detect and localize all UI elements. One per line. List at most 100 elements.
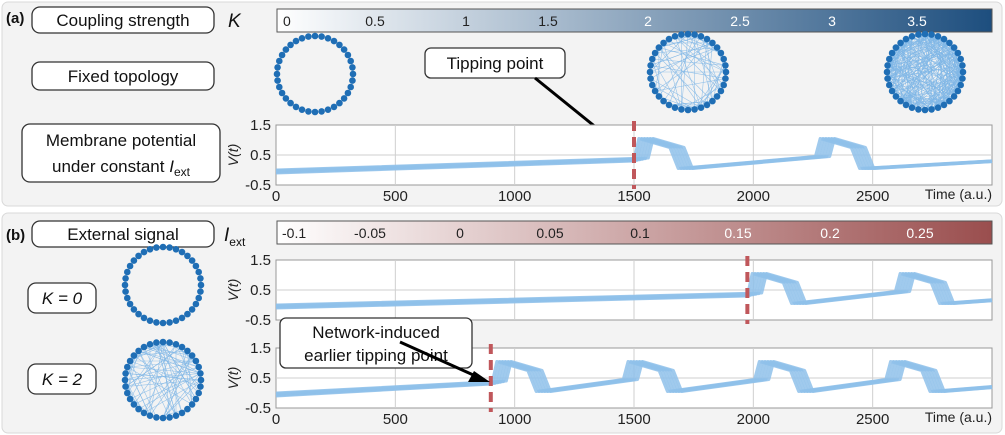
network-node — [278, 89, 286, 97]
x-tick-label: 2000 — [737, 188, 770, 205]
network-node — [184, 405, 191, 413]
network-node — [908, 32, 916, 40]
tipping-point-callout — [424, 47, 566, 79]
network-node — [647, 75, 654, 82]
network-node — [178, 314, 186, 322]
network-node — [957, 55, 965, 63]
colorbar-tick-label: 0.05 — [536, 225, 563, 241]
network-edge — [125, 346, 183, 387]
network-node — [665, 101, 673, 109]
network-node — [122, 288, 129, 295]
network-edge — [663, 38, 708, 102]
network-edge — [887, 38, 945, 66]
network-node — [349, 70, 357, 78]
network-node — [897, 97, 904, 105]
network-edge — [156, 342, 183, 414]
network-edge — [900, 42, 926, 111]
network-edge — [652, 58, 664, 102]
network-node — [153, 319, 160, 326]
network-edge — [895, 36, 939, 48]
network-node — [915, 106, 922, 113]
x-tick-label: 2500 — [856, 411, 889, 428]
network-node — [192, 262, 200, 270]
network-node — [188, 401, 196, 408]
network-node — [159, 319, 167, 327]
network-edge — [674, 36, 727, 73]
network-node — [340, 95, 348, 102]
network-node — [655, 93, 663, 100]
colorbar-tick-label: 1 — [462, 13, 470, 29]
network-node — [950, 44, 958, 51]
network-node — [311, 108, 319, 116]
network-edge — [655, 47, 718, 54]
network-edge — [133, 350, 188, 356]
network-node — [703, 101, 711, 109]
network-node — [287, 41, 294, 49]
network-node — [884, 62, 891, 69]
network-node — [697, 32, 705, 40]
network-edge — [937, 52, 959, 108]
network-edge — [138, 350, 199, 368]
network-edge — [886, 71, 932, 110]
network-edge — [700, 36, 722, 92]
y-tick-label: 0.5 — [250, 147, 271, 164]
network-edge — [138, 350, 177, 416]
network-edge — [129, 360, 201, 387]
network-node — [318, 108, 325, 115]
tipping-point-label: Tipping point — [447, 54, 544, 73]
network-edge — [652, 58, 682, 110]
network-node — [140, 248, 148, 256]
network-edge — [187, 350, 193, 405]
network-node — [902, 35, 910, 43]
network-node — [311, 32, 319, 40]
network-edge — [668, 38, 722, 92]
network-edge — [681, 84, 724, 110]
network-node — [274, 77, 281, 84]
x-axis-label: Time (a.u.) — [925, 186, 992, 202]
network-edge — [905, 47, 955, 106]
x-tick-label: 500 — [383, 411, 408, 428]
network-node — [197, 281, 205, 289]
network-ring-k3-5 — [883, 30, 967, 114]
y-tick-label: 1.5 — [250, 117, 271, 134]
network-node — [298, 106, 306, 114]
network-node — [959, 62, 966, 69]
network-edge — [895, 38, 945, 48]
network-node — [130, 401, 138, 408]
network-edge — [143, 346, 177, 416]
network-node — [123, 363, 131, 371]
network-node — [195, 294, 203, 302]
network-node — [950, 93, 958, 100]
network-node — [292, 37, 300, 45]
network-edge — [931, 71, 964, 110]
earlier-tipping-line2: earlier tipping point — [304, 346, 448, 365]
network-node — [349, 64, 356, 71]
network-node — [344, 51, 352, 59]
network-node — [172, 317, 180, 325]
network-node — [172, 340, 180, 348]
k2-box — [27, 363, 97, 395]
network-node — [946, 97, 953, 105]
network-node — [278, 51, 286, 59]
network-node — [691, 31, 698, 38]
x-tick-label: 1500 — [617, 411, 650, 428]
earlier-tipping-arrow-shaft — [399, 340, 481, 380]
x-tick-label: 0 — [272, 188, 280, 205]
network-edge — [900, 38, 945, 102]
signal-colorbar — [276, 220, 993, 245]
network-node — [717, 49, 725, 57]
network-node — [655, 44, 663, 51]
network-edge — [891, 42, 950, 92]
network-node — [122, 275, 129, 282]
network-node — [184, 347, 191, 355]
colorbar-tick-label: 1.5 — [538, 13, 558, 29]
network-edge — [133, 373, 201, 405]
network-node — [959, 75, 966, 82]
network-node — [720, 81, 728, 89]
network-node — [957, 81, 965, 89]
network-node — [123, 268, 131, 276]
network-node — [646, 68, 654, 76]
network-node — [197, 288, 204, 295]
network-edge — [658, 47, 713, 102]
colorbar-tick-label: 3 — [828, 13, 836, 29]
